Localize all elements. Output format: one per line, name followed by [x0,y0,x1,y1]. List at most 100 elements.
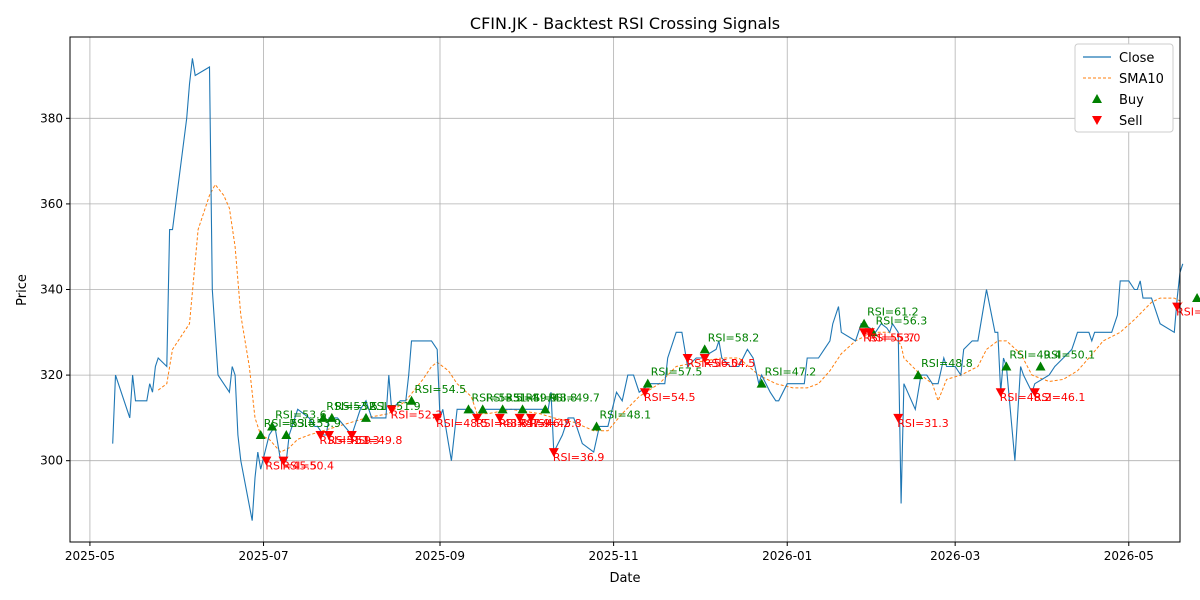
sell-marker [494,413,505,423]
buy-marker [326,412,337,422]
plot-area: RSI=53.8RSI=53.6RSI=53.9RSI=53.5RSI=52.1… [112,58,1200,521]
buy-marker [318,412,329,422]
sell-marker [386,405,397,415]
buy-rsi-label: RSI=49.9 [506,391,558,404]
buy-rsi-label: RSI=51.4 [486,391,538,404]
y-tick-label: 340 [40,283,63,297]
sell-marker [995,388,1006,398]
sell-rsi-label: RSI=31.3 [897,417,949,430]
buy-rsi-label: RSI=61.2 [867,306,919,319]
sell-rsi-label: RSI=56.0 [687,357,739,370]
buy-rsi-label: RSI=53.5 [471,391,523,404]
grid [70,37,1180,542]
sell-marker [682,353,693,363]
legend-label: Close [1119,51,1154,66]
buy-marker [281,430,292,440]
buy-marker [1001,361,1012,371]
buy-rsi-label: RSI=48.1 [600,408,652,421]
legend-label: Buy [1119,93,1144,108]
buy-rsi-label: RSI=50.1 [1044,349,1096,362]
sell-marker [548,448,559,458]
legend-buy-swatch [1092,94,1102,103]
sell-rsi-label: RSI=53.0 [869,331,921,344]
sell-rsi-label: RSI=48.2 [1000,391,1052,404]
sell-marker [261,456,272,466]
buy-rsi-label: RSI=54.5 [415,383,467,396]
sell-marker [699,353,710,363]
legend-sell-swatch [1092,116,1102,125]
buy-rsi-label: RSI=53.8 [264,417,316,430]
sell-marker [324,431,334,441]
sell-marker [1029,388,1040,398]
x-tick-label: 2026-05 [1104,549,1154,563]
buy-marker [361,412,371,422]
sell-rsi-label: RSI=50.4 [282,460,334,473]
buy-marker [859,318,870,328]
x-tick-label: 2025-07 [238,549,288,563]
sell-rsi-label: RSI=51.9 [319,434,371,447]
sell-marker [278,456,289,466]
sell-marker [864,328,875,338]
y-tick-label: 360 [40,197,63,211]
sell-rsi-label: RSI=54.5 [704,357,756,370]
sell-rsi-label: RSI=45.8 [530,417,582,430]
sell-rsi-label: RSI=52.3 [391,408,443,421]
sell-marker [514,413,525,423]
sell-marker [346,431,357,441]
sell-marker [639,388,650,398]
sell-rsi-label: RSI=49.8 [351,434,403,447]
buy-marker [1035,361,1046,371]
x-tick-label: 2026-01 [762,549,812,563]
buy-rsi-label: RSI=48.8 [526,391,578,404]
sell-rsi-label: RSI=48.8 [476,417,528,430]
x-tick-label: 2025-05 [65,549,115,563]
sell-marker [315,431,326,441]
x-axis-label: Date [609,571,640,586]
buy-rsi-label: RSI=56.3 [876,314,928,327]
y-tick-label: 300 [40,454,63,468]
buy-rsi-label: RSI=57.5 [651,366,703,379]
buy-marker [517,404,528,414]
buy-marker [756,378,767,388]
buy-marker [913,370,924,380]
sell-rsi-label: RSI=48.5 [436,417,488,430]
legend-box [1074,43,1174,133]
y-axis: 300 320 340 360 380 [40,111,70,468]
buy-marker [477,404,488,414]
buy-rsi-label: RSI=49.7 [548,391,600,404]
y-tick-label: 320 [40,368,63,382]
sell-marker [526,413,537,423]
sell-rsi-label: RSI=36.9 [553,451,605,464]
sell-rsi-label: RSI=51.3 [328,434,380,447]
sell-rsi-label: RSI=54.5 [644,391,696,404]
buy-marker [540,404,551,414]
sell-rsi-label: RSI=45.5 [265,460,317,473]
y-axis-label: Price [15,274,30,306]
chart-title: CFIN.JK - Backtest RSI Crossing Signals [470,14,780,33]
buy-marker [1192,293,1200,303]
buy-marker [255,430,266,440]
buy-marker [642,378,653,388]
sell-marker [432,413,443,423]
x-axis: 2025-05 2025-07 2025-09 2025-11 2026-01 2026-… [65,542,1154,563]
buy-marker [591,421,602,431]
sell-marker [893,413,904,423]
buy-marker [463,404,474,414]
buy-marker [267,421,278,431]
buy-rsi-label: RSI=53.6 [275,408,327,421]
legend-label: SMA10 [1119,72,1164,87]
sell-rsi-label: RSI=46.1 [1034,391,1086,404]
buy-marker [497,404,508,414]
legend-label: Sell [1119,114,1142,129]
buy-marker [406,395,417,405]
buy-rsi-label: RSI=47.2 [765,366,817,379]
sell-rsi-label: RSI=47.9 [499,417,551,430]
y-tick-label: 380 [40,111,63,125]
sell-rsi-label: RSI=55.6 [1176,306,1200,319]
buy-rsi-label: RSI=49.4 [1009,349,1061,362]
buy-rsi-label: RSI=48.8 [921,357,973,370]
legend: Close SMA10 Buy Sell [1074,43,1174,133]
sell-marker [472,413,482,423]
x-tick-label: 2026-03 [930,549,980,563]
